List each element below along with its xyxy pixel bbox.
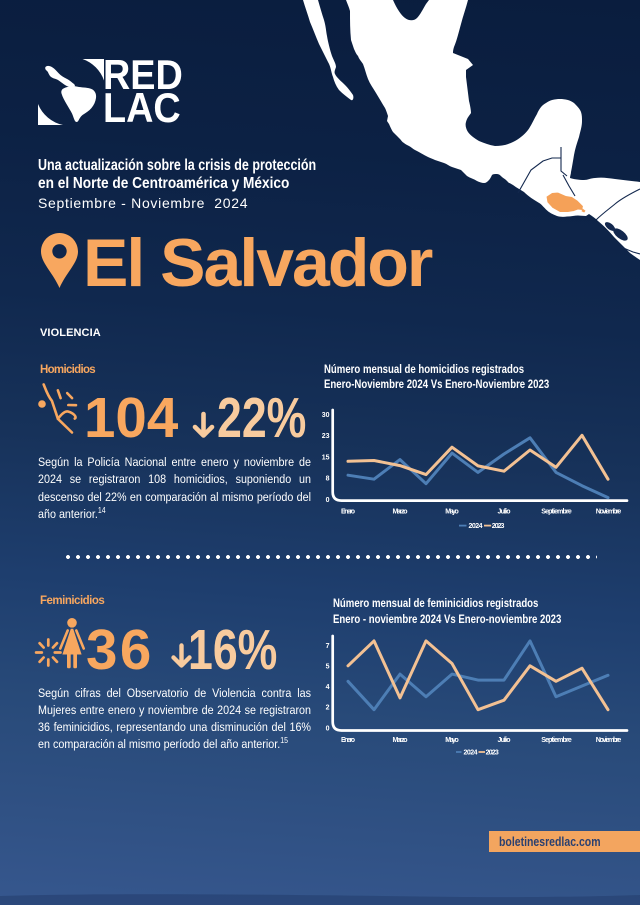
svg-text:Noviembre: Noviembre — [596, 509, 622, 516]
svg-text:Noviembre: Noviembre — [596, 737, 622, 744]
svg-text:4: 4 — [326, 684, 330, 691]
svg-text:23: 23 — [322, 433, 330, 440]
svg-text:Marzo: Marzo — [393, 737, 408, 744]
svg-text:Julio: Julio — [498, 737, 511, 744]
svg-text:30: 30 — [322, 412, 330, 419]
svg-text:2: 2 — [326, 705, 330, 712]
svg-text:Julio: Julio — [498, 509, 511, 516]
svg-text:8: 8 — [326, 476, 330, 483]
svg-text:2024: 2024 — [469, 523, 483, 530]
svg-text:0: 0 — [326, 725, 330, 732]
svg-text:Marzo: Marzo — [393, 509, 408, 516]
svg-text:15: 15 — [322, 454, 330, 461]
svg-text:Mayo: Mayo — [445, 737, 459, 744]
svg-text:Septiembre: Septiembre — [541, 509, 572, 516]
svg-text:Enero: Enero — [341, 737, 355, 744]
svg-text:2024: 2024 — [464, 750, 478, 757]
svg-text:Enero: Enero — [341, 509, 355, 516]
svg-text:5: 5 — [326, 664, 330, 671]
svg-text:2023: 2023 — [486, 750, 499, 757]
svg-text:Mayo: Mayo — [445, 509, 459, 516]
svg-text:7: 7 — [326, 643, 330, 650]
svg-text:0: 0 — [326, 497, 330, 504]
svg-text:2023: 2023 — [492, 523, 505, 530]
svg-text:Septiembre: Septiembre — [541, 737, 572, 744]
